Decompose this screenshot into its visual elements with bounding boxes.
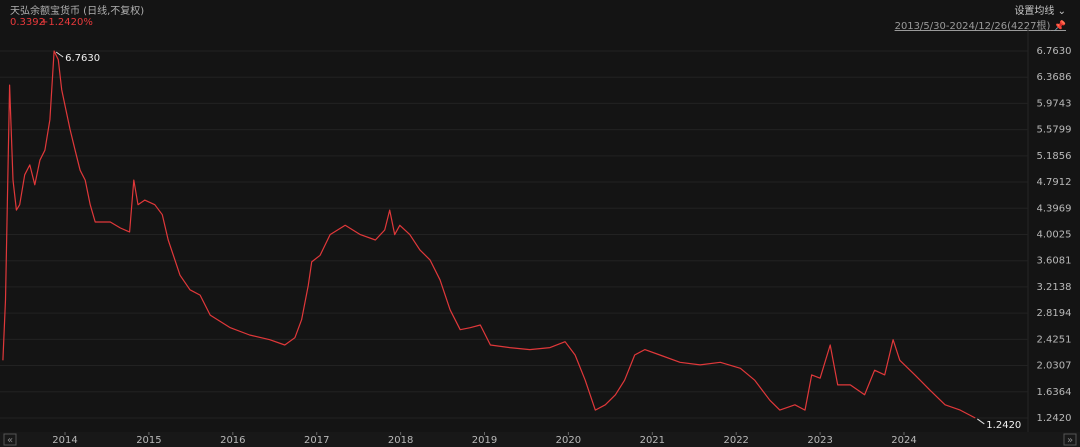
annotation-arrow [977, 418, 985, 425]
x-tick-label: 2014 [52, 435, 77, 446]
y-tick-label: 3.6081 [1037, 256, 1072, 267]
scroll-right[interactable] [1063, 433, 1077, 446]
y-tick-label: 4.3969 [1037, 203, 1072, 214]
scroll-left[interactable] [3, 433, 17, 446]
x-tick-label: 2015 [136, 435, 161, 446]
x-tick-label: 2018 [388, 435, 413, 446]
price-change-pct: +1.2420% [40, 17, 93, 28]
x-axis-band [0, 432, 1080, 447]
x-tick-label: 2022 [723, 435, 748, 446]
x-tick-label: 2021 [640, 435, 665, 446]
ma-setting-label[interactable]: 设置均线 [1014, 6, 1055, 17]
y-tick-label: 4.7912 [1037, 177, 1072, 188]
price-change: 0.3392 [10, 17, 45, 28]
y-tick-label: 1.2420 [1037, 413, 1072, 424]
x-tick-label: 2020 [556, 435, 581, 446]
y-tick-label: 6.3686 [1037, 72, 1072, 83]
price-line [2, 50, 976, 419]
annotation-label: 1.2420 [986, 420, 1021, 431]
date-range[interactable]: 2013/5/30-2024/12/26(4227根) 📌 [894, 21, 1066, 32]
x-tick-label: 2024 [891, 435, 916, 446]
x-tick-label: 2017 [304, 435, 329, 446]
x-tick-label: 2016 [220, 435, 245, 446]
y-tick-label: 2.4251 [1037, 334, 1072, 345]
y-tick-label: 6.7630 [1037, 46, 1072, 57]
y-tick-label: 2.8194 [1037, 308, 1072, 319]
ma-setting-button[interactable]: 设置均线 ⌄ [1014, 6, 1066, 17]
y-tick-label: 2.0307 [1037, 361, 1072, 372]
annotation-arrow [55, 51, 64, 58]
scroll-right-icon[interactable]: » [1067, 435, 1073, 446]
annotation-label: 6.7630 [65, 53, 100, 64]
y-tick-label: 4.0025 [1037, 229, 1072, 240]
date-range-label[interactable]: 2013/5/30-2024/12/26(4227根) [894, 21, 1051, 32]
x-tick-label: 2023 [807, 435, 832, 446]
chart-title: 天弘余额宝货币 (日线,不复权) [10, 6, 145, 17]
scroll-left-icon[interactable]: « [7, 435, 13, 446]
x-tick-label: 2019 [472, 435, 497, 446]
y-tick-label: 1.6364 [1037, 387, 1072, 398]
y-tick-label: 5.5799 [1037, 125, 1072, 136]
y-tick-label: 5.9743 [1037, 98, 1072, 109]
y-tick-label: 3.2138 [1037, 282, 1072, 293]
y-tick-label: 5.1856 [1037, 151, 1072, 162]
